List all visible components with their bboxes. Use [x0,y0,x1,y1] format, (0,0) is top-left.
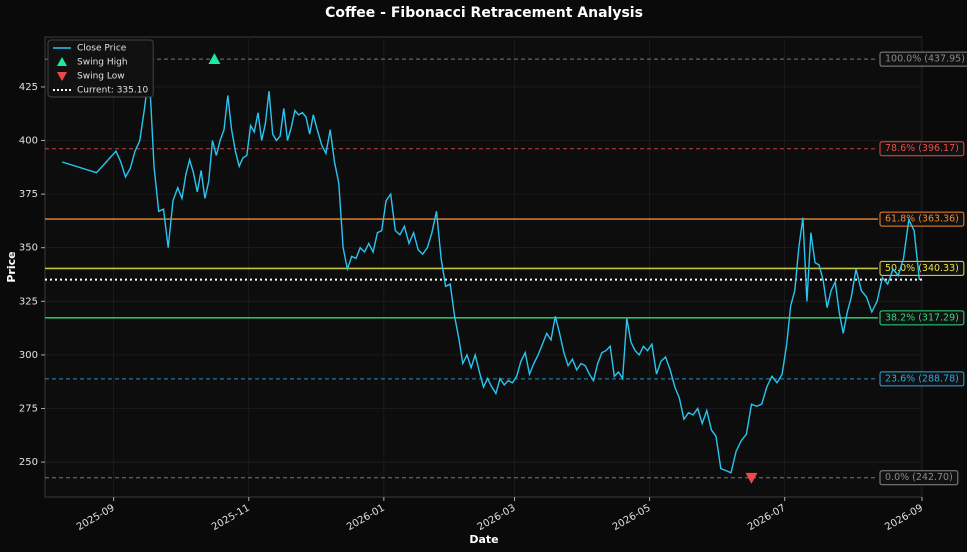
fib-label: 61.8% (363.36) [885,214,959,225]
fib-label: 50.0% (340.33) [885,263,959,274]
price-line [61,71,921,474]
legend-label: Swing Low [77,72,125,82]
y-tick-label: 275 [19,403,38,414]
legend-label: Swing High [77,58,128,68]
swing-marker [745,472,758,484]
plot-area [44,36,923,498]
fib-label: 38.2% (317.29) [885,312,959,323]
y-tick-label: 375 [19,189,38,200]
y-axis-label: Price [5,251,18,282]
legend-label: Current: 335.10 [77,86,148,96]
fib-label: 78.6% (396.17) [885,143,959,154]
fib-label-box [879,371,965,387]
y-tick-label: 350 [19,243,38,254]
fib-label: 100.0% (437.95) [885,54,965,65]
legend-swatch [57,72,67,81]
y-tick-label: 325 [19,296,38,307]
fib-label-box [879,51,967,67]
fib-label-box [879,211,965,227]
fib-label-box [879,470,959,486]
fib-label: 0.0% (242.70) [885,472,953,483]
y-tick-label: 250 [19,457,38,468]
y-tick-label: 300 [19,350,38,361]
legend-swatch [57,57,67,66]
legend-label: Close Price [77,44,127,54]
swing-marker [208,53,221,64]
fib-label-box [879,310,965,326]
chart-title: Coffee - Fibonacci Retracement Analysis [325,5,643,21]
fib-label-box [879,141,965,157]
fib-label: 23.6% (288.78) [885,373,959,384]
legend-box [47,39,154,98]
y-tick-label: 400 [19,136,38,147]
y-tick-label: 425 [19,82,38,93]
x-axis-label: Date [469,533,498,546]
